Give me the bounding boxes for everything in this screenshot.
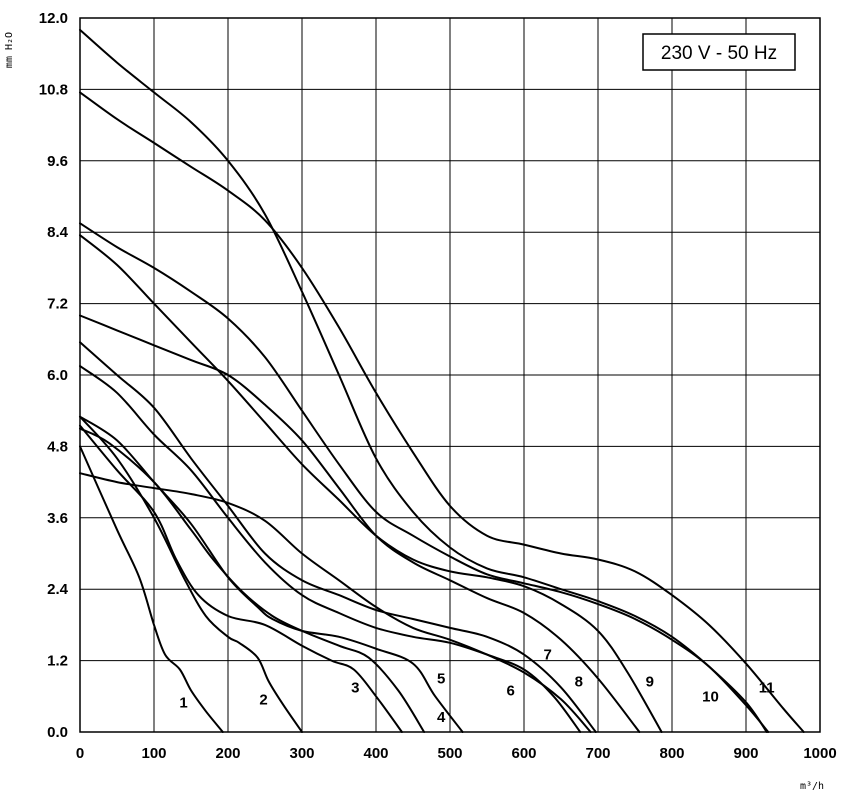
curve-line [79, 222, 770, 733]
x-tick-label: 100 [141, 745, 166, 762]
chart-curves [79, 28, 805, 733]
curve-label: 7 [544, 647, 552, 664]
curve-label: 9 [646, 673, 654, 690]
y-tick-label: 8.4 [47, 224, 69, 241]
curve-line [79, 472, 592, 733]
x-tick-label: 1000 [803, 745, 836, 762]
curve-label: 6 [507, 682, 515, 699]
y-tick-label: 3.6 [47, 510, 68, 527]
x-tick-label: 300 [289, 745, 314, 762]
chart-grid [79, 17, 821, 733]
y-tick-label: 1.2 [47, 653, 68, 670]
curve-line [79, 341, 597, 733]
voltage-badge-text: 230 V - 50 Hz [661, 43, 777, 64]
y-tick-label: 7.2 [47, 296, 68, 313]
curve-label: 8 [575, 673, 583, 690]
y-axis-title: mm H₂O [4, 32, 15, 68]
curve-line [79, 415, 464, 733]
curve-label: 3 [351, 679, 359, 696]
x-tick-label: 500 [437, 745, 462, 762]
x-tick-label: 600 [511, 745, 536, 762]
x-tick-label: 800 [659, 745, 684, 762]
y-axis-ticks: 0.0 1.2 2.4 3.6 4.8 6.0 7.2 8.4 9.6 10.8 12.0 [39, 10, 69, 741]
x-axis-ticks: 0 100 200 300 400 500 600 700 800 900 1000 [76, 745, 837, 762]
y-tick-label: 6.0 [47, 367, 68, 384]
curve-label: 2 [259, 691, 267, 708]
y-tick-label: 10.8 [39, 81, 68, 98]
y-tick-label: 9.6 [47, 153, 68, 170]
x-tick-label: 0 [76, 745, 84, 762]
y-tick-label: 0.0 [47, 724, 68, 741]
y-tick-label: 4.8 [47, 438, 68, 455]
x-tick-label: 700 [585, 745, 610, 762]
x-tick-label: 900 [733, 745, 758, 762]
curve-line [79, 365, 582, 733]
curve-line [79, 445, 224, 733]
curve-line [79, 91, 805, 733]
curve-line [79, 28, 768, 733]
curve-line [79, 427, 426, 733]
plot-border [79, 17, 821, 733]
y-tick-label: 12.0 [39, 10, 68, 27]
curve-label: 4 [437, 709, 446, 726]
x-tick-label: 400 [363, 745, 388, 762]
curve-label: 10 [702, 688, 719, 705]
curve-line [79, 314, 641, 733]
curve-line [79, 415, 303, 733]
curve-labels: 1 2 3 4 5 6 7 8 9 10 11 [179, 647, 774, 726]
x-axis-title: m³/h [800, 781, 824, 792]
curve-label: 11 [759, 679, 775, 696]
curve-label: 1 [179, 694, 187, 711]
y-tick-label: 2.4 [47, 581, 69, 598]
curve-line [79, 424, 403, 733]
curve-label: 5 [437, 670, 445, 687]
x-tick-label: 200 [215, 745, 240, 762]
voltage-badge: 230 V - 50 Hz [642, 33, 796, 71]
curve-line [79, 234, 663, 733]
